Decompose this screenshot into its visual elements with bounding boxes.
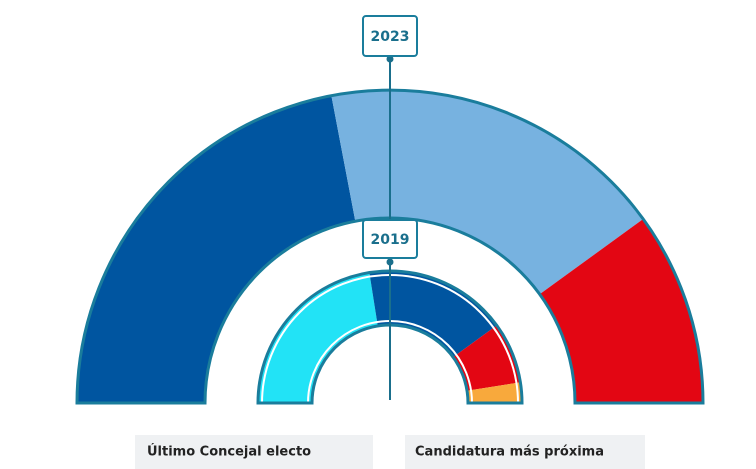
panel: [405, 435, 645, 469]
ring-border: [75, 88, 705, 405]
segment: [467, 382, 522, 403]
dot: [386, 258, 394, 266]
panel: [135, 435, 373, 469]
panel-title: Candidatura más próxima: [415, 445, 604, 460]
year-label: 2019: [371, 232, 410, 248]
segment: [258, 272, 378, 403]
segment: [331, 90, 644, 295]
year-box: [362, 219, 418, 259]
panel-title: Último Concejal electo: [147, 444, 311, 460]
year-box: [362, 15, 418, 57]
segment: [369, 271, 497, 358]
dot: [386, 55, 394, 63]
inner-border: [260, 274, 520, 404]
rings: [75, 88, 705, 405]
segment: [539, 219, 703, 403]
segment: [77, 95, 356, 403]
ring-border: [256, 269, 524, 405]
year-label: 2023: [371, 29, 410, 45]
